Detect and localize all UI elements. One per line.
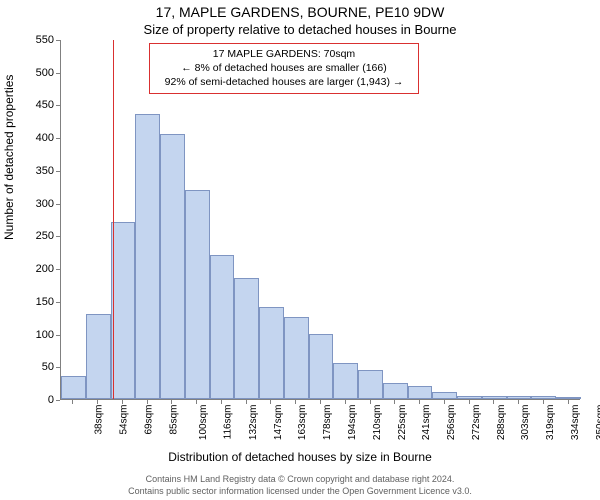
xtick-label: 116sqm (223, 405, 234, 440)
property-marker-line (113, 40, 114, 399)
xtick (469, 400, 470, 404)
xtick (122, 400, 123, 404)
xtick (518, 400, 519, 404)
xtick (370, 400, 371, 404)
x-axis-label: Distribution of detached houses by size … (0, 450, 600, 464)
xtick-label: 241sqm (421, 405, 432, 441)
histogram-bar (86, 314, 111, 399)
chart-container: 17, MAPLE GARDENS, BOURNE, PE10 9DW Size… (0, 0, 600, 500)
annotation-line: 17 MAPLE GARDENS: 70sqm (156, 47, 412, 61)
xtick (196, 400, 197, 404)
xtick-label: 100sqm (199, 405, 210, 441)
xtick-label: 303sqm (520, 405, 531, 441)
ytick-label: 100 (14, 329, 54, 341)
xtick (568, 400, 569, 404)
histogram-bar (185, 190, 210, 399)
xtick-label: 210sqm (372, 405, 383, 441)
histogram-bar (309, 334, 334, 399)
ytick-label: 0 (14, 394, 54, 406)
xtick (72, 400, 73, 404)
xtick-label: 178sqm (322, 405, 333, 441)
xtick-label: 225sqm (397, 405, 408, 441)
histogram-bar (160, 134, 185, 399)
histogram-bar (234, 278, 259, 399)
histogram-bar (457, 396, 482, 399)
xtick-label: 85sqm (168, 405, 179, 435)
histogram-bar (61, 376, 86, 399)
plot-area: 17 MAPLE GARDENS: 70sqm← 8% of detached … (60, 40, 580, 400)
chart-subtitle: Size of property relative to detached ho… (0, 22, 600, 37)
histogram-bar (432, 392, 457, 399)
xtick (419, 400, 420, 404)
chart-address-title: 17, MAPLE GARDENS, BOURNE, PE10 9DW (0, 4, 600, 20)
xtick-label: 288sqm (496, 405, 507, 441)
ytick-label: 350 (14, 165, 54, 177)
xtick-label: 256sqm (446, 405, 457, 441)
xtick (345, 400, 346, 404)
ytick-label: 150 (14, 296, 54, 308)
histogram-bar (408, 386, 433, 399)
xtick-label: 319sqm (545, 405, 556, 441)
ytick-label: 550 (14, 34, 54, 46)
histogram-bar (111, 222, 136, 399)
xtick (320, 400, 321, 404)
ytick-label: 300 (14, 198, 54, 210)
histogram-bar (284, 317, 309, 399)
histogram-bar (482, 396, 507, 399)
ytick-label: 500 (14, 67, 54, 79)
ytick (56, 400, 60, 401)
histogram-bar (358, 370, 383, 399)
ytick-label: 50 (14, 361, 54, 373)
annotation-line: 92% of semi-detached houses are larger (… (156, 75, 412, 89)
xtick (295, 400, 296, 404)
xtick-label: 147sqm (273, 405, 284, 441)
ytick-label: 400 (14, 132, 54, 144)
histogram-bar (556, 397, 581, 399)
histogram-bar (259, 307, 284, 399)
xtick-label: 38sqm (94, 405, 105, 435)
xtick (270, 400, 271, 404)
histogram-bar (531, 396, 556, 399)
ytick-label: 450 (14, 99, 54, 111)
xtick (221, 400, 222, 404)
ytick-label: 250 (14, 230, 54, 242)
xtick (147, 400, 148, 404)
attribution-line-2: Contains public sector information licen… (0, 486, 600, 496)
histogram-bar (383, 383, 408, 399)
xtick-label: 132sqm (248, 405, 259, 441)
annotation-line: ← 8% of detached houses are smaller (166… (156, 61, 412, 75)
xtick-label: 350sqm (595, 405, 600, 441)
xtick (493, 400, 494, 404)
xtick (246, 400, 247, 404)
histogram-bar (210, 255, 235, 399)
histogram-bar (135, 114, 160, 399)
xtick (394, 400, 395, 404)
attribution-line-1: Contains HM Land Registry data © Crown c… (0, 474, 600, 484)
xtick (97, 400, 98, 404)
xtick-label: 272sqm (471, 405, 482, 441)
xtick-label: 163sqm (298, 405, 309, 441)
histogram-bar (333, 363, 358, 399)
xtick (171, 400, 172, 404)
histogram-bar (507, 396, 532, 399)
ytick-label: 200 (14, 263, 54, 275)
xtick (543, 400, 544, 404)
property-annotation: 17 MAPLE GARDENS: 70sqm← 8% of detached … (149, 43, 419, 94)
xtick-label: 334sqm (570, 405, 581, 441)
xtick-label: 69sqm (143, 405, 154, 435)
xtick-label: 194sqm (347, 405, 358, 441)
xtick-label: 54sqm (119, 405, 130, 435)
xtick (444, 400, 445, 404)
